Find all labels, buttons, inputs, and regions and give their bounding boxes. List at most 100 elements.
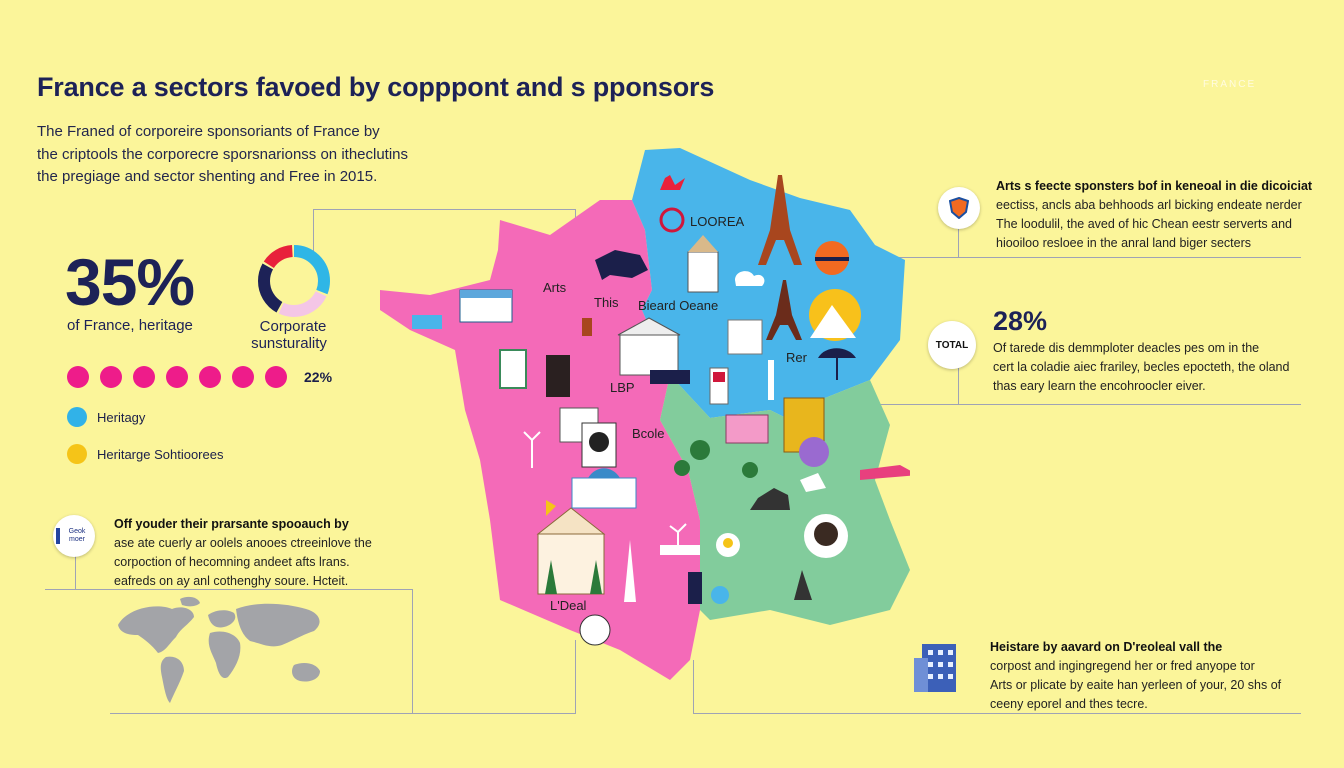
legend-label: Heritarge Sohtioorees [97,446,224,462]
connector-line [412,589,413,714]
dot-marker [100,366,122,388]
note-line: ceeny eporel and thes tecre. [990,697,1148,711]
dot-marker [199,366,221,388]
cypress-icon [590,560,602,594]
pink-chateau-icon [725,414,769,444]
note-line: corpost and ingingregend her or fred any… [990,659,1255,673]
sponsor-logo-text: Geok moer [56,528,92,544]
connector-line [75,556,76,589]
domed-villa-icon [571,477,637,509]
note-line: Heistare by aavard on D'reoleal vall the [990,640,1223,654]
this-label: This [594,295,619,310]
rer-label: Rer [786,350,808,365]
poster-accent-icon [713,372,725,382]
lightbulb-icon [723,538,733,548]
portrait-face-icon [814,522,838,546]
right-mid-note: Of tarede dis demmploter deacles pes om … [993,339,1289,396]
connector-line [958,228,959,257]
dots-label: 22% [304,369,333,385]
shield-poster-icon [499,349,527,389]
total-badge: TOTAL [928,321,976,369]
intro-line: The Franed of corporeire sponsoriants of… [37,123,380,140]
vase-icon [582,318,592,336]
note-line: corpoction of hecomning andeet afts lran… [114,555,350,569]
south-america-shape [160,656,184,703]
connector-line [693,660,694,714]
note-line: The loodulil, the aved of hic Chean eest… [996,217,1293,231]
world-map [118,596,320,703]
pantheon-roof-icon [617,317,681,336]
asia-shape [236,603,320,647]
connector-line [575,640,576,714]
note-line: hiooiloo resloee in the anral land biger… [996,236,1252,250]
right-bottom-note: Heistare by aavard on D'reoleal vall the… [990,638,1281,714]
bcole-label: Bcole [632,426,665,441]
dot-marker [133,366,155,388]
intro-line: the pregiage and sector shenting and Fre… [37,168,378,185]
legend-label: Heritagy [97,409,146,425]
connector-line [313,209,314,265]
umbrella-pine-trunk-icon [836,358,838,380]
loreal-logo-icon [659,207,685,233]
note-line: eectiss, ancls aba behhoods arl bicking … [996,198,1302,212]
market-icon [650,370,690,384]
basilica-roof-icon [536,507,606,535]
connector-line [45,589,413,590]
eiffel-tower-icon [766,280,802,340]
church-roof-icon [688,235,718,252]
arts-label: Arts [543,280,567,295]
harbor-icon [412,315,442,329]
loel-label: L'Deal [550,598,587,613]
note-line: Arts or plicate by eaite han yerleen of … [990,678,1282,692]
radio-tower-icon [624,540,636,602]
connector-line [873,257,1301,258]
dot-marker [265,366,287,388]
note-line: Arts s feecte sponsters bof in keneoal i… [996,179,1313,193]
castle-silhouette-icon [750,488,790,510]
villa-dome-icon [588,468,620,478]
umbrella-pine-icon [818,348,856,358]
tree-icon [742,462,758,478]
legend-item-heritagy: Heritagy [67,407,145,427]
sector-percent: 28% [993,306,1048,336]
connector-line [313,209,575,210]
ring-segment [258,245,330,317]
tree-icon [674,460,690,476]
sunset-band-icon [815,257,849,261]
heritage-caption: of France, heritage [67,317,193,334]
france-map: LOOREA Bieard Oeane Rer Arts This LBP Bc… [380,148,910,680]
shield-icon [949,197,969,219]
sponsor-logo-badge: Geok moer [53,515,95,557]
wind-turbine-icon [523,431,541,468]
north-america-shape [118,606,194,653]
corporate-caption-line: Corporate [259,318,327,335]
note-line: thas eary learn the encohroocler eiver. [993,379,1206,393]
tree-icon [690,440,710,460]
lavender-icon [799,437,829,467]
bieard-label: Bieard Oeane [638,298,718,313]
cloud-icon [735,271,765,286]
flower-icon [660,175,685,190]
note-line: ase ate cuerly ar oolels anooes ctreeinl… [114,536,372,550]
lbp-label: LBP [610,380,635,395]
mountain-icon [810,305,856,338]
lion-icon [595,250,648,280]
australia-shape [292,663,320,682]
connector-line [860,404,1301,405]
intro-text: The Franed of corporeire sponsoriants of… [37,121,457,189]
building-icon [727,319,763,355]
corporate-caption-line: sunsturality [251,335,327,352]
corporate-ring-chart [258,245,330,317]
pantheon-icon [619,334,679,376]
corporate-caption: Corporate sunsturality [251,318,328,352]
note-line: Off youder their prarsante spooauch by [114,517,349,531]
wind-farm-icon [660,545,700,555]
note-line: eafreds on ay anl cothenghy soure. Hctei… [114,574,349,588]
connector-line [693,713,1301,714]
bust-portrait-icon [546,355,570,397]
dot-row: 22% [67,366,332,388]
man-face-icon [589,432,609,452]
brand-tag: FRANCE [1203,79,1257,90]
pizza-badge-icon [579,614,611,646]
connector-line [110,713,575,714]
